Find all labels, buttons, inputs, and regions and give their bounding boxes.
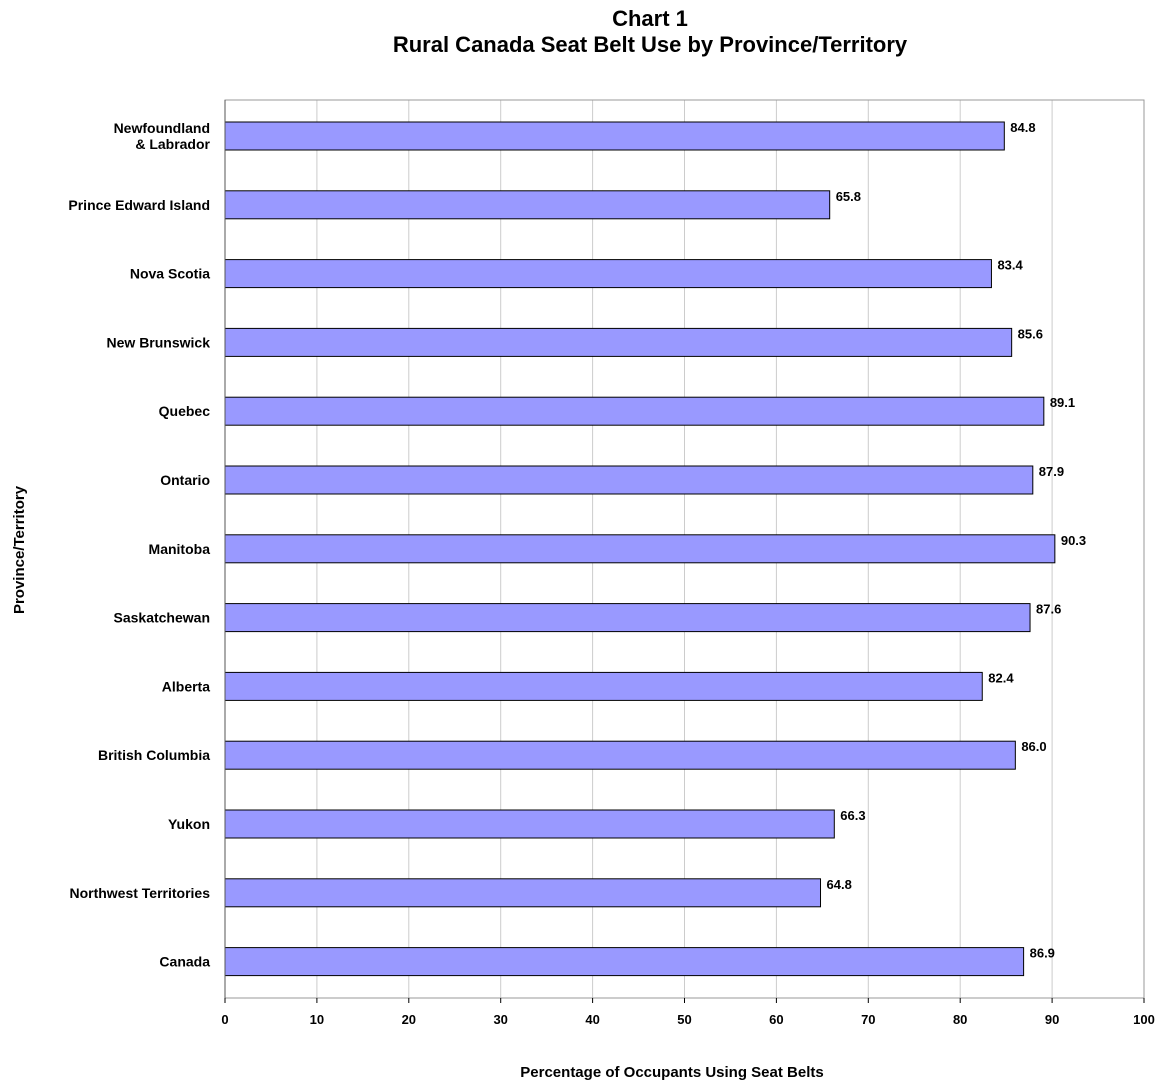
- chart-subtitle: Rural Canada Seat Belt Use by Province/T…: [392, 32, 908, 57]
- category-label: Northwest Territories: [69, 885, 210, 901]
- x-tick-label: 50: [677, 1012, 691, 1027]
- category-label: Canada: [159, 954, 210, 970]
- bar-layer: [224, 121, 1056, 977]
- bar: [224, 603, 1031, 633]
- category-label-line: Prince Edward Island: [68, 197, 210, 213]
- x-tick-label: 20: [402, 1012, 416, 1027]
- bar-value-label: 66.3: [840, 808, 865, 823]
- category-label: New Brunswick: [107, 334, 211, 350]
- x-tick-label: 90: [1045, 1012, 1059, 1027]
- chart-title: Chart 1: [612, 6, 688, 31]
- y-axis-label: Province/Territory: [11, 485, 28, 614]
- bar-value-label: 82.4: [988, 670, 1014, 685]
- category-label: Prince Edward Island: [68, 197, 210, 213]
- bar-value-label: 86.0: [1021, 739, 1046, 754]
- bar: [224, 878, 822, 908]
- bar: [224, 809, 835, 839]
- category-label-line: New Brunswick: [107, 334, 211, 350]
- bar-value-label: 87.6: [1036, 602, 1061, 617]
- x-axis-label: Percentage of Occupants Using Seat Belts: [520, 1064, 823, 1081]
- category-label-line: Saskatchewan: [114, 610, 211, 626]
- bar-value-label: 87.9: [1039, 464, 1064, 479]
- category-label: Quebec: [159, 403, 211, 419]
- bar-value-label: 65.8: [836, 189, 861, 204]
- x-tick-label: 70: [861, 1012, 875, 1027]
- category-label: Nova Scotia: [130, 266, 210, 282]
- category-label-line: Quebec: [159, 403, 211, 419]
- category-label-line: Newfoundland: [114, 120, 210, 136]
- x-tick-label: 80: [953, 1012, 967, 1027]
- bar-value-label: 86.9: [1030, 946, 1055, 961]
- x-tick-label: 40: [585, 1012, 599, 1027]
- category-label-line: & Labrador: [135, 136, 210, 152]
- category-label-line: Yukon: [168, 816, 210, 832]
- tick-layer: 0 10 20 30 40 50 60 70 80 90 100: [221, 100, 1155, 1027]
- x-tick-label: 0: [221, 1012, 228, 1027]
- bar: [224, 740, 1016, 770]
- bar: [224, 947, 1025, 977]
- category-label: Manitoba: [149, 541, 211, 557]
- bar: [224, 327, 1013, 357]
- bar: [224, 190, 831, 220]
- category-label-line: Manitoba: [149, 541, 211, 557]
- category-label-line: Nova Scotia: [130, 266, 210, 282]
- category-label: Alberta: [162, 678, 210, 694]
- category-label-line: Alberta: [162, 678, 210, 694]
- category-label: Ontario: [160, 472, 210, 488]
- bar-value-label: 83.4: [997, 258, 1023, 273]
- x-tick-label: 10: [310, 1012, 324, 1027]
- bar: [224, 534, 1056, 564]
- category-label: Saskatchewan: [114, 610, 211, 626]
- category-label-line: Canada: [159, 954, 210, 970]
- bar-value-label: 64.8: [827, 877, 852, 892]
- category-label: British Columbia: [98, 747, 210, 763]
- bar: [224, 259, 992, 289]
- bar-value-label: 89.1: [1050, 395, 1075, 410]
- x-tick-label: 30: [493, 1012, 507, 1027]
- x-tick-label: 60: [769, 1012, 783, 1027]
- bar-value-label: 90.3: [1061, 533, 1086, 548]
- label-layer: 84.8 Newfoundland & Labrador 65.8 Prince Edw…: [68, 120, 1086, 970]
- bar: [224, 465, 1034, 495]
- x-tick-label: 100: [1133, 1012, 1155, 1027]
- bar: [224, 396, 1045, 426]
- title-block: Chart 1 Rural Canada Seat Belt Use by Pr…: [0, 6, 1166, 58]
- category-label-line: Ontario: [160, 472, 210, 488]
- category-label: Newfoundland & Labrador: [114, 120, 211, 152]
- bar: [224, 671, 983, 701]
- category-label-line: British Columbia: [98, 747, 210, 763]
- bar-value-label: 85.6: [1018, 326, 1043, 341]
- bar-value-label: 84.8: [1010, 120, 1035, 135]
- bar: [224, 121, 1005, 151]
- category-label: Yukon: [168, 816, 210, 832]
- category-label-line: Northwest Territories: [69, 885, 210, 901]
